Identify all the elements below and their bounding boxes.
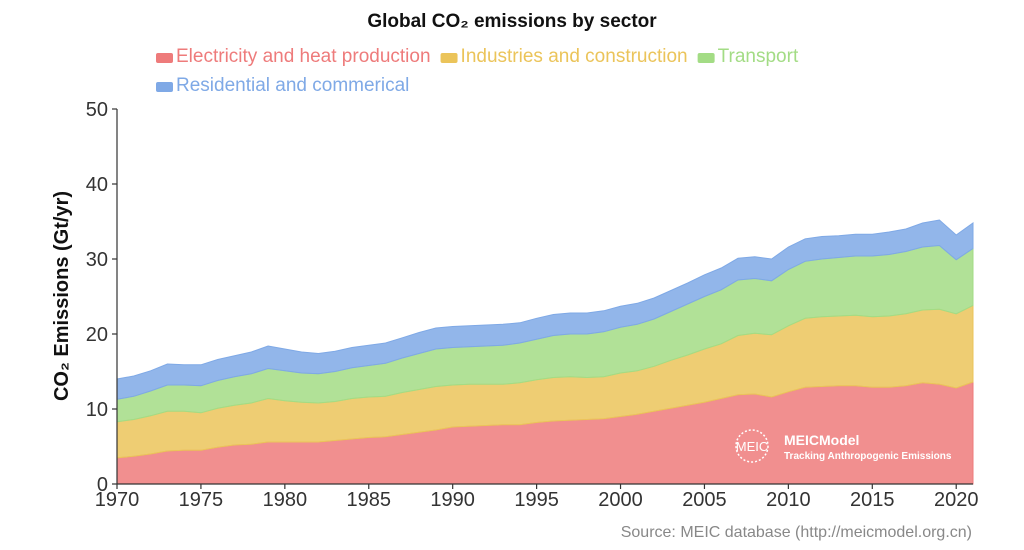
x-tick-label: 1985: [347, 489, 392, 511]
plot-areas: [116, 219, 974, 485]
x-tick-label: 1990: [430, 489, 475, 511]
y-tick-label: 50: [86, 99, 108, 121]
legend-label: Industries and construction: [461, 46, 688, 67]
x-tick-label: 1980: [263, 489, 308, 511]
x-tick-label: 1975: [179, 489, 224, 511]
source-note: Source: MEIC database (http://meicmodel.…: [621, 524, 972, 541]
y-ticks: 0 10 20 30 40 50: [86, 99, 117, 496]
legend-label: Electricity and heat production: [176, 46, 431, 67]
axes: [116, 109, 973, 485]
y-tick-label: 40: [86, 174, 108, 196]
chart-title: Global CO₂ emissions by sector: [367, 11, 657, 32]
watermark: MEIC MEICModel Tracking Anthropogenic Em…: [735, 429, 952, 463]
y-tick-label: 30: [86, 249, 108, 271]
legend: Electricity and heat production Industrie…: [156, 46, 799, 96]
watermark-tagline: Tracking Anthropogenic Emissions: [784, 451, 952, 462]
legend-swatch: [156, 82, 173, 92]
y-tick-label: 10: [86, 399, 108, 421]
legend-swatch: [697, 53, 715, 63]
x-tick-label: 1970: [95, 489, 140, 511]
x-tick-label: 2000: [598, 489, 643, 511]
x-ticks: 1970 1975 1980 1985 1990 1995 2000 2005 2010 2015…: [95, 484, 979, 511]
y-axis-label: CO₂ Emissions (Gt/yr): [51, 191, 73, 401]
watermark-logo: MEIC: [736, 439, 769, 454]
x-tick-label: 2020: [934, 489, 979, 511]
watermark-name: MEICModel: [784, 432, 859, 448]
legend-label: Transport: [718, 46, 799, 67]
y-tick-label: 20: [86, 324, 108, 346]
x-tick-label: 1995: [514, 489, 559, 511]
watermark-logo-ring: [735, 429, 769, 463]
x-tick-label: 2005: [682, 489, 727, 511]
x-tick-label: 2015: [850, 489, 895, 511]
legend-label: Residential and commerical: [176, 75, 409, 96]
x-tick-label: 2010: [766, 489, 811, 511]
y-tick-label: 0: [97, 474, 108, 496]
legend-swatch: [156, 53, 173, 63]
area-series-4: [116, 219, 974, 400]
legend-swatch: [440, 53, 458, 63]
